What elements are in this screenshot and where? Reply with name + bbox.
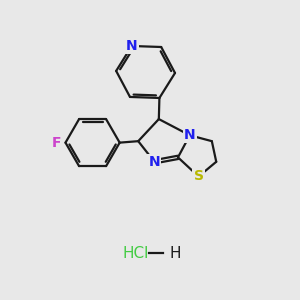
Text: N: N [126, 39, 138, 53]
Text: HCl: HCl [122, 246, 148, 261]
Text: F: F [51, 136, 61, 150]
Text: H: H [169, 246, 181, 261]
Text: N: N [148, 155, 160, 169]
Text: S: S [194, 169, 204, 184]
Text: N: N [184, 128, 196, 142]
